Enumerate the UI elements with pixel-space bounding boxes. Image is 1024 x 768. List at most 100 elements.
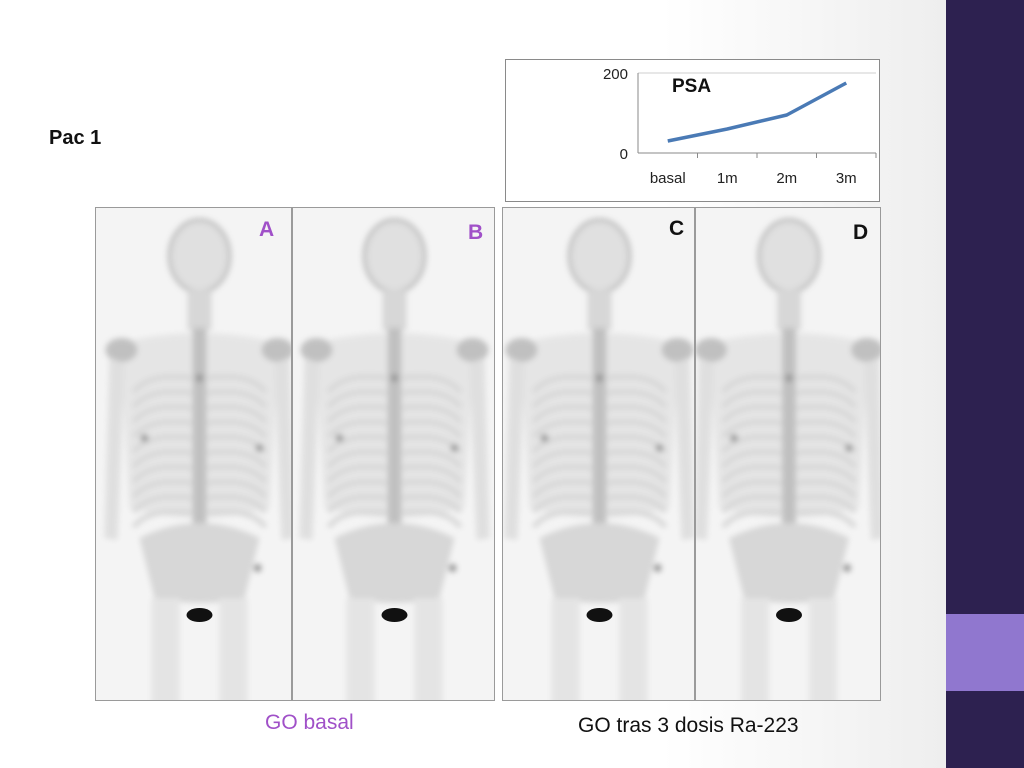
rib [326, 449, 387, 469]
uptake-spot [448, 564, 457, 572]
panel-letter-b: B [468, 221, 484, 244]
bone-scan-image [696, 218, 880, 700]
rib [531, 464, 592, 484]
neck [382, 290, 407, 330]
rib [402, 509, 463, 529]
uptake-spot [845, 444, 853, 452]
bladder-uptake [186, 608, 213, 622]
rib [796, 404, 857, 424]
spine [387, 328, 402, 568]
rib [721, 509, 782, 529]
rib [207, 479, 268, 499]
uptake-spot [195, 374, 204, 382]
rib [531, 434, 592, 454]
panel-letter-d: D [853, 221, 869, 244]
rib [402, 464, 463, 484]
neck [187, 290, 212, 330]
body-silhouette [696, 218, 880, 700]
rib [402, 494, 463, 514]
leg [741, 598, 769, 700]
rib [721, 434, 782, 454]
rib [207, 464, 268, 484]
y-tick-label: 200 [603, 66, 628, 83]
leg [619, 598, 648, 700]
rib [131, 404, 192, 424]
caption-basal: GO basal [265, 711, 354, 734]
rib [326, 389, 387, 409]
uptake-spot [390, 374, 399, 382]
scan-panel-c: C [502, 207, 695, 701]
rib [721, 494, 782, 514]
bladder-uptake [586, 608, 613, 622]
uptake-spot [140, 434, 149, 442]
rib [531, 374, 592, 394]
rib [402, 479, 463, 499]
rib [131, 509, 192, 529]
body-silhouette [504, 218, 694, 700]
rib [607, 464, 668, 484]
uptake-spot [730, 434, 738, 442]
rib [721, 389, 782, 409]
panel-letter-a: A [259, 218, 275, 241]
body-silhouette [299, 218, 490, 700]
neck [587, 290, 612, 330]
skull [567, 218, 632, 294]
caption-after-treatment: GO tras 3 dosis Ra-223 [578, 714, 799, 737]
rib [326, 509, 387, 529]
rib [796, 464, 857, 484]
rib [607, 449, 668, 469]
x-tick-label: 3m [836, 170, 857, 187]
rib [131, 449, 192, 469]
bone-scan-image [504, 218, 694, 700]
bone-scan-image [104, 218, 291, 700]
spine [192, 328, 207, 568]
leg [551, 598, 580, 700]
y-tick-label: 0 [620, 146, 628, 163]
rib [721, 404, 782, 424]
arm [696, 358, 714, 540]
rib [326, 419, 387, 439]
arm [864, 358, 880, 540]
rib [721, 374, 782, 394]
rib [207, 374, 268, 394]
side-accent [946, 614, 1024, 691]
psa-chart-svg: 200 0 basal 1m 2m 3m [603, 66, 877, 187]
rib [131, 479, 192, 499]
rib [531, 389, 592, 409]
rib [326, 434, 387, 454]
arm [469, 358, 490, 540]
rib [402, 389, 463, 409]
rib [131, 419, 192, 439]
rib [607, 494, 668, 514]
uptake-spot [335, 434, 344, 442]
rib [131, 494, 192, 514]
bladder-uptake [776, 608, 802, 622]
rib [326, 494, 387, 514]
skull [167, 218, 232, 294]
rib [207, 389, 268, 409]
skull [362, 218, 427, 294]
rib [796, 389, 857, 409]
leg [151, 598, 180, 700]
shoulder [851, 338, 880, 362]
rib [402, 404, 463, 424]
arm [104, 358, 125, 540]
rib [131, 464, 192, 484]
rib [721, 464, 782, 484]
rib [796, 374, 857, 394]
rib [531, 494, 592, 514]
scan-panel-d: D [695, 207, 881, 701]
rib [326, 374, 387, 394]
rib [796, 419, 857, 439]
pelvis [334, 523, 455, 603]
shoulder [696, 338, 727, 362]
series-line-psa [667, 81, 848, 143]
uptake-spot [255, 444, 264, 452]
arm [504, 358, 525, 540]
body-silhouette [104, 218, 291, 700]
scan-panel-b: B [292, 207, 495, 701]
leg [346, 598, 375, 700]
rib [326, 464, 387, 484]
x-tick-label: 1m [717, 170, 738, 187]
uptake-spot [595, 374, 604, 382]
